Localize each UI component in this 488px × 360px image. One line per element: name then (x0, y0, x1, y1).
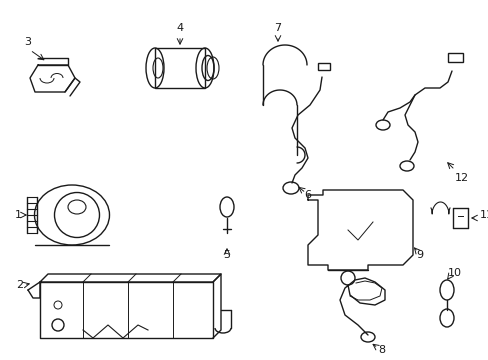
Text: 2: 2 (17, 280, 23, 290)
Text: 10: 10 (447, 268, 461, 278)
Text: 9: 9 (416, 250, 423, 260)
Text: 5: 5 (223, 250, 230, 260)
Text: 11: 11 (479, 210, 488, 220)
Text: 6: 6 (304, 190, 311, 200)
Text: 1: 1 (15, 210, 21, 220)
Text: 7: 7 (274, 23, 281, 33)
Text: 8: 8 (378, 345, 385, 355)
Text: 3: 3 (24, 37, 31, 47)
Text: 4: 4 (176, 23, 183, 33)
Bar (317, 63, 329, 70)
Bar (155, 48, 204, 88)
Text: 12: 12 (454, 173, 468, 183)
Bar (447, 53, 462, 62)
